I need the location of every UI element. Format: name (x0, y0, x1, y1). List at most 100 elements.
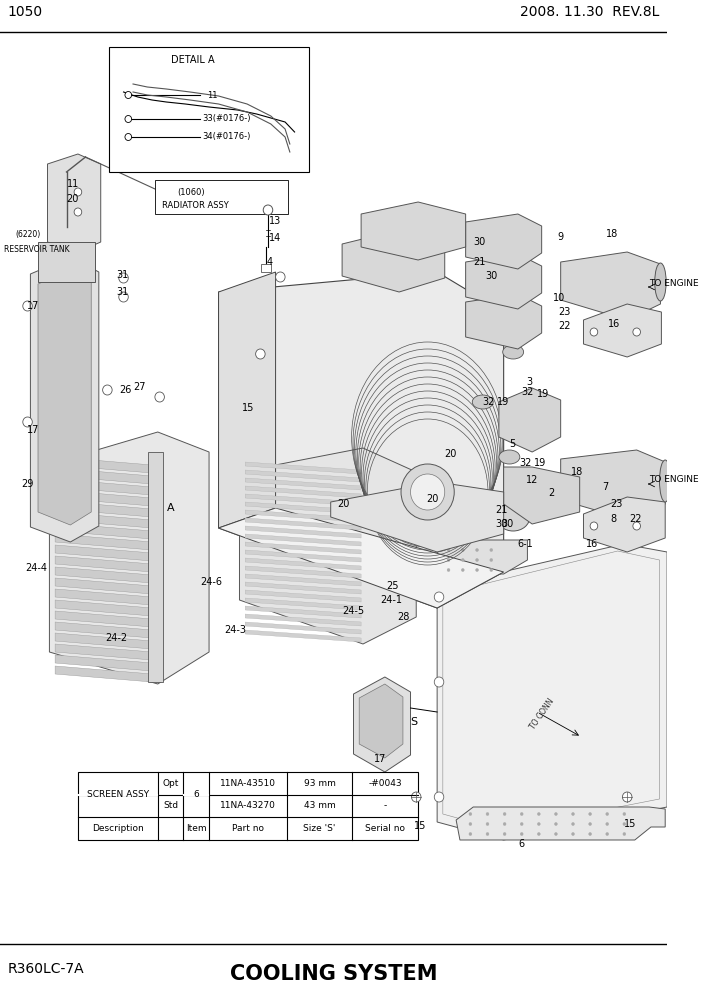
Polygon shape (245, 478, 361, 490)
Polygon shape (55, 545, 152, 561)
Bar (261, 264, 271, 272)
Polygon shape (561, 450, 665, 522)
Text: 30: 30 (486, 271, 498, 281)
Polygon shape (55, 457, 152, 473)
Ellipse shape (472, 325, 494, 339)
Text: 33(#0176-): 33(#0176-) (202, 114, 251, 123)
Polygon shape (218, 508, 503, 608)
Text: -#0043: -#0043 (368, 779, 402, 788)
Text: 17: 17 (27, 301, 39, 311)
Polygon shape (48, 154, 100, 252)
Ellipse shape (512, 486, 545, 514)
Polygon shape (561, 252, 661, 320)
Text: Part no: Part no (232, 824, 264, 833)
Text: 17: 17 (373, 754, 386, 764)
Circle shape (447, 549, 450, 552)
Text: 23: 23 (558, 307, 570, 317)
Polygon shape (239, 448, 416, 644)
Ellipse shape (499, 450, 519, 464)
Circle shape (74, 208, 81, 216)
Circle shape (503, 832, 506, 835)
Polygon shape (245, 566, 361, 578)
Polygon shape (55, 512, 152, 528)
Text: TO ENGINE: TO ENGINE (649, 280, 698, 289)
Text: 6: 6 (193, 791, 199, 800)
Polygon shape (55, 666, 152, 682)
Text: SCREEN ASSY: SCREEN ASSY (87, 791, 149, 800)
Text: 12: 12 (526, 475, 538, 485)
Polygon shape (245, 598, 361, 610)
Polygon shape (218, 272, 503, 608)
Circle shape (256, 349, 265, 359)
Text: A: A (167, 503, 175, 513)
Text: DETAIL A: DETAIL A (171, 55, 215, 65)
Polygon shape (55, 644, 152, 660)
Circle shape (490, 549, 493, 552)
Polygon shape (245, 558, 361, 570)
Text: 8: 8 (610, 514, 616, 524)
Polygon shape (437, 540, 527, 574)
Polygon shape (218, 272, 276, 528)
Text: 28: 28 (397, 612, 409, 622)
Polygon shape (55, 490, 152, 506)
Text: TO ENGINE: TO ENGINE (649, 475, 698, 484)
Circle shape (125, 134, 131, 141)
Ellipse shape (659, 460, 671, 502)
Bar (155, 180, 288, 214)
Text: 6: 6 (518, 839, 524, 849)
Circle shape (461, 549, 464, 552)
Text: 19: 19 (537, 389, 549, 399)
Text: 18: 18 (607, 229, 618, 239)
Bar (110, 47, 309, 172)
Polygon shape (245, 606, 361, 618)
Polygon shape (55, 589, 152, 605)
Polygon shape (583, 497, 665, 552)
Polygon shape (359, 684, 403, 758)
Text: Std: Std (163, 802, 178, 810)
Text: 14: 14 (269, 233, 282, 243)
Circle shape (22, 417, 32, 427)
Circle shape (590, 328, 597, 336)
Text: 32: 32 (483, 397, 495, 407)
Text: 24-4: 24-4 (26, 563, 48, 573)
Text: 20: 20 (67, 194, 79, 204)
Text: RADIATOR ASSY: RADIATOR ASSY (161, 201, 228, 210)
Text: 15: 15 (624, 819, 637, 829)
Polygon shape (437, 544, 667, 840)
Polygon shape (245, 494, 361, 506)
Text: 9: 9 (558, 232, 564, 242)
Circle shape (555, 812, 557, 815)
Circle shape (74, 188, 81, 196)
Text: 24-3: 24-3 (224, 625, 246, 635)
Text: 19: 19 (534, 458, 546, 468)
Bar (148, 452, 164, 682)
Text: 4: 4 (266, 257, 272, 267)
Polygon shape (55, 655, 152, 671)
Polygon shape (55, 622, 152, 638)
Circle shape (538, 832, 541, 835)
Polygon shape (55, 523, 152, 539)
Polygon shape (465, 214, 542, 269)
Polygon shape (55, 578, 152, 594)
Circle shape (469, 812, 472, 815)
Text: 5: 5 (510, 439, 515, 449)
Text: 13: 13 (269, 216, 282, 226)
Polygon shape (245, 502, 361, 514)
Polygon shape (55, 501, 152, 517)
Text: (6220): (6220) (15, 230, 41, 239)
Polygon shape (245, 542, 361, 554)
Circle shape (520, 832, 523, 835)
Text: 6-1: 6-1 (517, 539, 533, 549)
Ellipse shape (655, 263, 666, 301)
Circle shape (125, 91, 131, 98)
Circle shape (606, 832, 609, 835)
Text: 24-6: 24-6 (201, 577, 223, 587)
Polygon shape (245, 534, 361, 546)
Bar (78, 772, 418, 840)
Polygon shape (354, 677, 411, 772)
Text: 2008. 11.30  REV.8L: 2008. 11.30 REV.8L (520, 5, 659, 19)
Circle shape (623, 822, 625, 825)
Circle shape (263, 205, 273, 215)
Text: 22: 22 (558, 321, 570, 331)
Ellipse shape (503, 345, 524, 359)
